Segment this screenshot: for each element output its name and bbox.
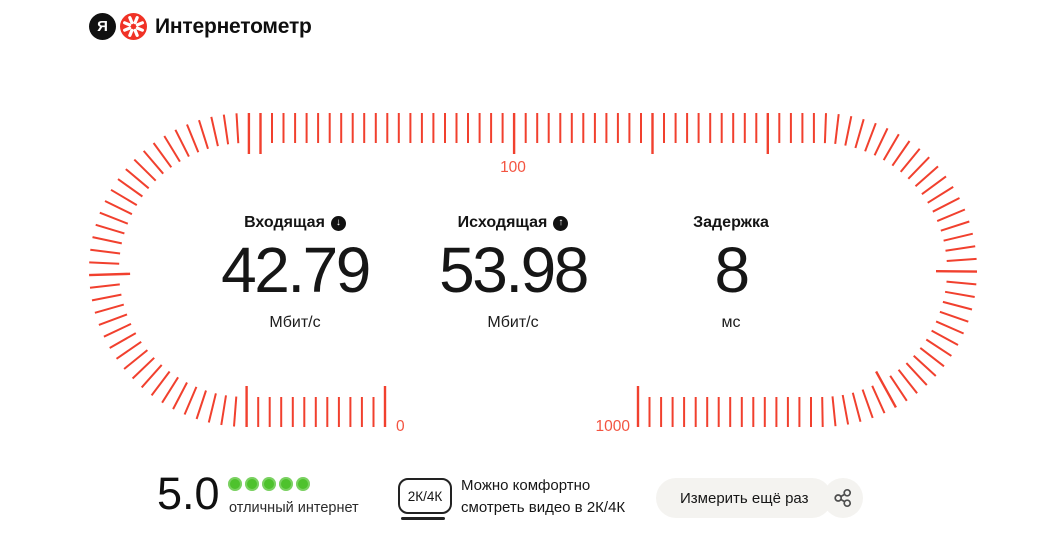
speedometer-dial-icon: [120, 13, 147, 40]
score-dot: [296, 477, 310, 491]
score-value: 5.0: [157, 468, 220, 519]
ping-stat: Задержка 8 мс: [622, 214, 840, 332]
resolution-badge-icon: 2К/4К: [398, 478, 452, 514]
score-dot: [245, 477, 259, 491]
quality-description: Можно комфортно смотреть видео в 2К/4К: [461, 475, 625, 519]
tv-stand-line: [401, 517, 445, 520]
measure-again-button[interactable]: Измерить ещё раз: [656, 478, 833, 518]
quality-line-1: Можно комфортно: [461, 477, 591, 494]
gauge-label-0: 0: [396, 418, 405, 435]
gauge-label-1000: 1000: [596, 418, 631, 435]
download-arrow-icon: ↓: [330, 215, 346, 231]
score-verdict: отличный интернет: [229, 500, 359, 516]
quality-line-2: смотреть видео в 2К/4К: [461, 499, 626, 516]
upload-unit: Мбит/с: [487, 314, 539, 331]
ping-unit: мс: [721, 314, 741, 331]
yandex-logo[interactable]: Я Интернетометр: [89, 13, 312, 40]
brand-title: Интернетометр: [155, 14, 312, 38]
ping-value: 8: [714, 234, 750, 306]
share-button[interactable]: [823, 478, 863, 518]
upload-value: 53.98: [439, 234, 589, 306]
score-dots: [228, 477, 310, 491]
yandex-ya-icon: Я: [89, 13, 116, 40]
gauge-label-100: 100: [500, 159, 526, 176]
upload-arrow-icon: ↑: [553, 215, 569, 231]
stat-label-text: Задержка: [693, 214, 769, 231]
stat-label-text: Входящая: [244, 214, 325, 231]
stat-label-text: Исходящая: [457, 214, 548, 231]
upload-stat-label: Исходящая ↑: [458, 214, 569, 232]
download-stat: Входящая ↓ 42.79 Мбит/с: [186, 214, 404, 332]
gauge-ticks: [89, 113, 978, 428]
score-dot: [228, 477, 242, 491]
share-icon: [834, 488, 852, 508]
download-value: 42.79: [221, 234, 371, 306]
measure-again-label: Измерить ещё раз: [680, 489, 809, 507]
ping-stat-label: Задержка: [693, 214, 769, 232]
stats-row: Входящая ↓ 42.79 Мбит/с Исходящая ↑ 53.9…: [186, 214, 840, 332]
resolution-badge-label: 2К/4К: [407, 488, 443, 504]
download-unit: Мбит/с: [269, 314, 321, 331]
score-dot: [279, 477, 293, 491]
download-stat-label: Входящая ↓: [244, 214, 346, 232]
upload-stat: Исходящая ↑ 53.98 Мбит/с: [404, 214, 622, 332]
ya-letter: Я: [97, 18, 108, 35]
score-dot: [262, 477, 276, 491]
